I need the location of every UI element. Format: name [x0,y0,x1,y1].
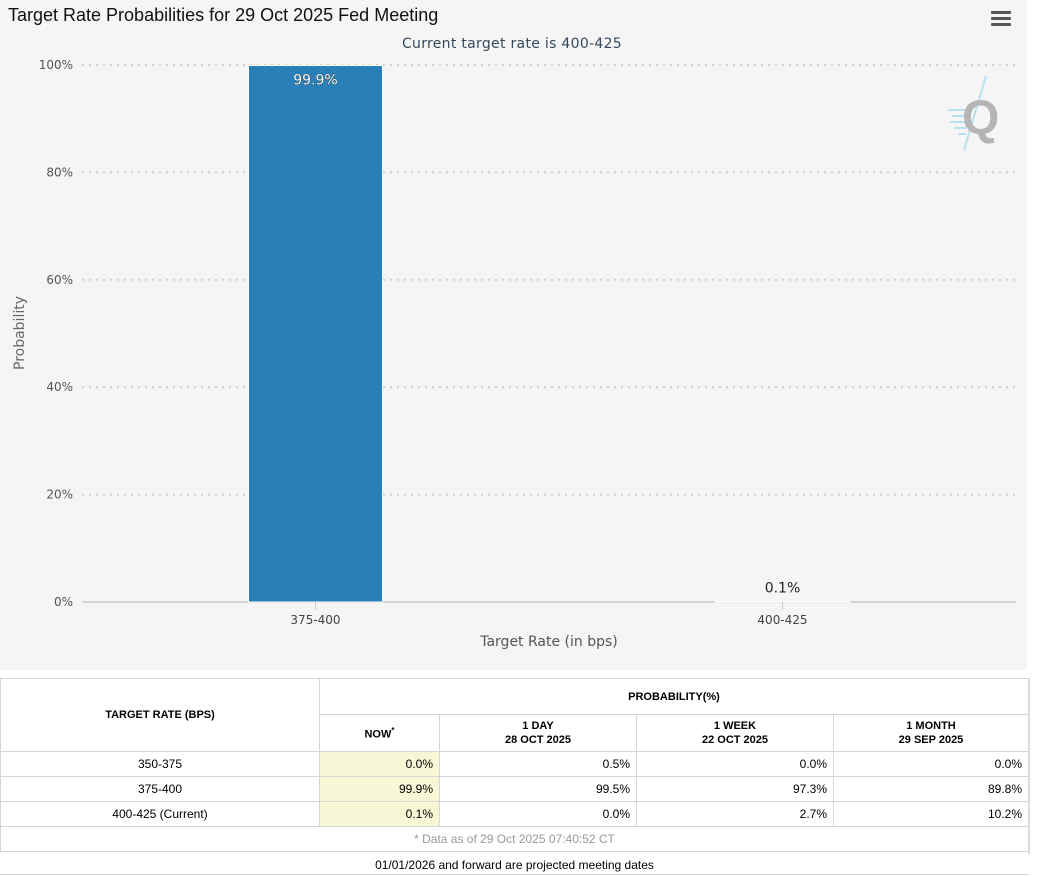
row-now: 0.1% [319,801,440,827]
x-tick-label: 375-400 [290,613,340,627]
col-1day-date: 28 OCT 2025 [504,734,572,746]
y-tick-label: 60% [46,273,73,287]
y-tick-label: 100% [39,58,73,72]
row-1week: 2.7% [636,801,834,827]
table-row: 400-425 (Current) 0.1% 0.0% 2.7% 10.2% [0,801,1029,827]
probability-table: TARGET RATE (BPS) PROBABILITY(%) NOW* 1 … [0,678,1029,852]
x-axis-title: Target Rate (in bps) [479,634,618,650]
x-tick-label: 400-425 [757,613,807,627]
row-rate: 375-400 [0,776,320,802]
bar-375-400[interactable] [248,65,383,603]
y-tick-label: 40% [46,380,73,394]
projected-dates-note: 01/01/2026 and forward are projected mee… [375,858,654,872]
row-1week: 97.3% [636,776,834,802]
row-rate: 400-425 (Current) [0,801,320,827]
bottom-divider [0,874,1029,875]
col-target-rate-header: TARGET RATE (BPS) [0,678,320,752]
data-label: 0.1% [765,580,801,596]
row-now: 99.9% [319,776,440,802]
row-now: 0.0% [319,751,440,777]
row-1month: 10.2% [833,801,1029,827]
col-1week-date: 22 OCT 2025 [701,734,769,746]
svg-text:Q: Q [962,92,999,145]
data-label: 99.9% [293,73,337,89]
table-shadow [1028,678,1030,854]
row-1day: 99.5% [439,776,637,802]
chart-panel: Target Rate Probabilities for 29 Oct 202… [8,5,1016,650]
page-title: Target Rate Probabilities for 29 Oct 202… [8,5,439,25]
bar-400-425[interactable] [715,600,850,603]
row-rate: 350-375 [0,751,320,777]
table-row: 350-375 0.0% 0.5% 0.0% 0.0% [0,751,1029,777]
y-tick-label: 20% [46,488,73,502]
col-1week-label: 1 WEEK [713,720,757,732]
row-1month: 89.8% [833,776,1029,802]
probability-bar-chart: Current target rate is 400-425 0% 20% 40% 6… [12,36,1016,650]
col-now-label: NOW [364,728,392,741]
col-1week-header: 1 WEEK 22 OCT 2025 [636,714,834,752]
col-1month-date: 29 SEP 2025 [898,734,964,746]
col-now-mark: * [391,726,395,736]
row-1day: 0.0% [439,801,637,827]
q-logo-icon: Q [948,75,999,151]
y-tick-label: 80% [46,165,73,179]
col-1month-label: 1 MONTH [906,720,956,732]
table-row: 375-400 99.9% 99.5% 97.3% 89.8% [0,776,1029,802]
data-timestamp-footnote: * Data as of 29 Oct 2025 07:40:52 CT [0,826,1029,852]
y-tick-label: 0% [54,595,73,609]
row-1day: 0.5% [439,751,637,777]
hamburger-menu-icon[interactable] [988,8,1014,30]
col-1day-label: 1 DAY [522,720,554,732]
row-1week: 0.0% [636,751,834,777]
col-1day-header: 1 DAY 28 OCT 2025 [439,714,637,752]
probability-header: PROBABILITY(%) [319,678,1029,715]
y-axis-title: Probability [12,296,28,370]
row-1month: 0.0% [833,751,1029,777]
col-now-header: NOW* [319,714,440,752]
col-1month-header: 1 MONTH 29 SEP 2025 [833,714,1029,752]
probability-table-wrap: TARGET RATE (BPS) PROBABILITY(%) NOW* 1 … [0,678,1029,852]
chart-subtitle: Current target rate is 400-425 [402,36,622,52]
